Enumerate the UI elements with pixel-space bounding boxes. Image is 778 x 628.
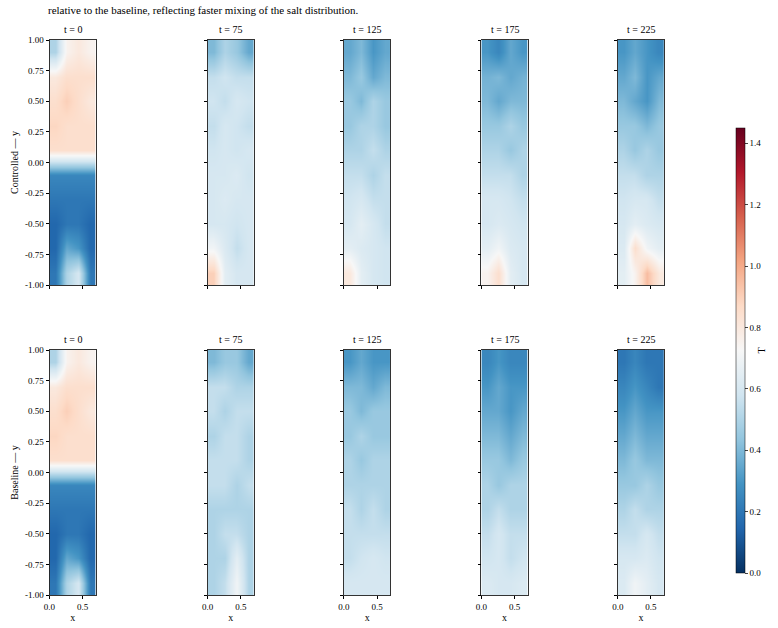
- svg-text:0.2: 0.2: [750, 507, 761, 517]
- svg-text:0.5: 0.5: [77, 602, 89, 612]
- svg-text:0.25: 0.25: [28, 437, 44, 447]
- svg-text:t = 225: t = 225: [627, 334, 655, 345]
- svg-text:0.0: 0.0: [750, 568, 762, 578]
- svg-text:0.5: 0.5: [645, 602, 657, 612]
- svg-text:T: T: [756, 347, 767, 353]
- svg-text:0.4: 0.4: [750, 445, 762, 455]
- svg-text:0.5: 0.5: [235, 602, 247, 612]
- svg-text:-0.75: -0.75: [25, 560, 44, 570]
- svg-text:-1.00: -1.00: [25, 590, 44, 600]
- svg-text:x: x: [70, 612, 75, 623]
- svg-text:-0.25: -0.25: [25, 498, 44, 508]
- svg-text:Controlled — y: Controlled — y: [9, 131, 20, 194]
- svg-text:x: x: [228, 612, 233, 623]
- svg-text:0.0: 0.0: [612, 602, 624, 612]
- svg-text:x: x: [638, 612, 643, 623]
- svg-text:0.0: 0.0: [202, 602, 214, 612]
- svg-text:0.8: 0.8: [750, 323, 762, 333]
- svg-text:t = 125: t = 125: [353, 334, 381, 345]
- svg-text:0.50: 0.50: [28, 96, 44, 106]
- svg-text:relative to the baseline, refl: relative to the baseline, reflecting fas…: [48, 4, 359, 16]
- svg-text:Baseline — y: Baseline — y: [9, 445, 20, 499]
- svg-text:t = 75: t = 75: [219, 334, 242, 345]
- svg-text:1.4: 1.4: [750, 138, 762, 148]
- svg-text:-0.50: -0.50: [25, 529, 44, 539]
- svg-text:t = 0: t = 0: [64, 334, 82, 345]
- svg-text:-1.00: -1.00: [25, 280, 44, 290]
- svg-text:0.75: 0.75: [28, 376, 44, 386]
- svg-text:0.00: 0.00: [28, 158, 44, 168]
- svg-text:-0.25: -0.25: [25, 188, 44, 198]
- svg-text:t = 75: t = 75: [219, 24, 242, 35]
- svg-text:0.0: 0.0: [476, 602, 488, 612]
- svg-text:0.00: 0.00: [28, 468, 44, 478]
- svg-text:0.5: 0.5: [372, 602, 384, 612]
- svg-text:0.0: 0.0: [338, 602, 350, 612]
- svg-text:x: x: [365, 612, 370, 623]
- svg-text:-0.50: -0.50: [25, 219, 44, 229]
- svg-text:1.0: 1.0: [750, 261, 762, 271]
- svg-text:0.25: 0.25: [28, 127, 44, 137]
- svg-text:0.50: 0.50: [28, 406, 44, 416]
- svg-text:0.0: 0.0: [44, 602, 56, 612]
- svg-text:t = 225: t = 225: [627, 24, 655, 35]
- svg-text:t = 0: t = 0: [64, 24, 82, 35]
- svg-text:-0.75: -0.75: [25, 250, 44, 260]
- svg-text:t = 175: t = 175: [491, 334, 519, 345]
- svg-text:0.6: 0.6: [750, 384, 762, 394]
- svg-text:1.00: 1.00: [28, 35, 44, 45]
- svg-text:t = 175: t = 175: [491, 24, 519, 35]
- svg-text:t = 125: t = 125: [353, 24, 381, 35]
- svg-text:1.2: 1.2: [750, 200, 761, 210]
- svg-text:x: x: [502, 612, 507, 623]
- svg-text:1.00: 1.00: [28, 345, 44, 355]
- svg-text:0.5: 0.5: [509, 602, 521, 612]
- svg-text:0.75: 0.75: [28, 66, 44, 76]
